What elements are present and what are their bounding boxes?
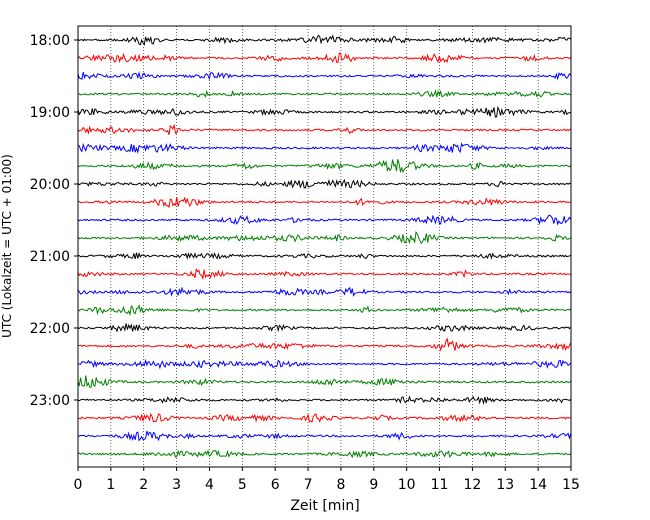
seismic-trace	[77, 196, 571, 209]
x-tick-label: 10	[398, 477, 416, 493]
x-tick-label: 4	[205, 477, 214, 493]
seismic-trace	[77, 71, 572, 81]
x-tick-label: 0	[74, 477, 83, 493]
y-tick-label: 18:00	[30, 33, 70, 49]
x-tick-label: 15	[562, 477, 580, 493]
x-tick-label: 3	[172, 477, 181, 493]
x-tick-label: 13	[496, 477, 514, 493]
seismic-trace	[77, 286, 572, 298]
seismic-trace	[77, 375, 572, 388]
seismic-trace	[77, 323, 572, 333]
seismic-trace	[77, 430, 572, 442]
y-tick-label: 20:00	[30, 177, 70, 193]
seismic-trace	[77, 214, 572, 226]
x-tick-label: 6	[271, 477, 280, 493]
x-tick-label: 9	[369, 477, 378, 493]
seismic-trace	[77, 358, 572, 370]
x-tick-label: 14	[529, 477, 547, 493]
seismic-trace	[77, 159, 571, 174]
plot-frame	[77, 25, 572, 468]
seismic-trace	[77, 105, 571, 118]
x-axis: 0 1 2 3 4 5 6 7 8 9 10 11 12 13 14 15	[74, 467, 580, 493]
seismic-trace	[77, 34, 571, 46]
x-tick-label: 11	[431, 477, 449, 493]
trace-group	[77, 34, 572, 459]
x-tick-label: 1	[106, 477, 115, 493]
seismic-trace	[77, 304, 572, 317]
seismic-trace	[77, 89, 571, 98]
seismic-trace	[77, 123, 571, 135]
x-tick-label: 7	[304, 477, 313, 493]
seismic-trace	[77, 230, 571, 245]
seismic-trace	[77, 395, 571, 405]
seismic-trace	[77, 142, 571, 155]
y-axis-label: UTC (Lokalzeit = UTC + 01:00)	[0, 154, 14, 338]
x-tick-label: 2	[139, 477, 148, 493]
x-tick-label: 5	[238, 477, 247, 493]
y-tick-label: 22:00	[30, 321, 70, 337]
x-axis-label: Zeit [min]	[290, 498, 359, 514]
seismic-trace	[77, 412, 571, 424]
y-axis: 18:00 19:00 20:00 21:00 22:00 23:00	[30, 33, 78, 409]
y-tick-label: 21:00	[30, 249, 70, 265]
x-tick-label: 8	[336, 477, 345, 493]
seismic-trace	[77, 178, 571, 189]
seismic-trace	[77, 337, 572, 352]
x-tick-label: 12	[463, 477, 481, 493]
seismic-trace	[77, 268, 571, 281]
seismic-trace	[77, 252, 571, 260]
y-tick-label: 23:00	[30, 393, 70, 409]
y-tick-label: 19:00	[30, 105, 70, 121]
seismic-trace	[77, 449, 571, 459]
seismic-trace	[77, 52, 572, 64]
